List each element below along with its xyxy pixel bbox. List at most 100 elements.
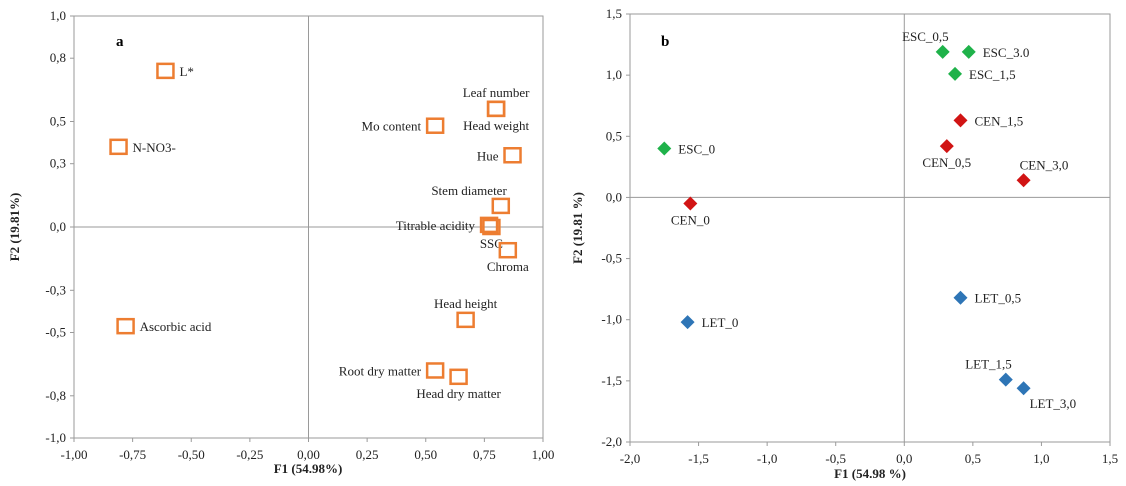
point-marker-cen-0-5 [939, 139, 954, 154]
y-tick-label: 0,3 [50, 156, 66, 171]
panel-b-letter: b [661, 34, 669, 50]
panel-b-points: ESC_0,5 ESC_3.0 ESC_1,5 ESC_0 CEN_1,5 CEN_0,5… [657, 29, 1076, 411]
point-label-leaf-number: Leaf number [463, 85, 530, 100]
y-tick-label: -0,5 [601, 251, 622, 266]
point-label-stem-diameter: Stem diameter [431, 183, 507, 198]
point-label-l: L* [179, 64, 193, 79]
point-label-chroma: Chroma [487, 259, 529, 274]
y-tick-label: 1,5 [606, 6, 622, 21]
x-tick-label: 0,25 [356, 447, 379, 462]
point-label-titrable-acidity: Titrable acidity [396, 218, 476, 233]
x-tick-label: 1,0 [1033, 451, 1049, 466]
point-label-esc-0-5: ESC_0,5 [902, 29, 949, 44]
x-tick-label: 1,00 [532, 447, 555, 462]
point-label-let-1-5: LET_1,5 [965, 357, 1012, 372]
point-marker-hue [503, 147, 522, 164]
x-tick-label: -0,25 [236, 447, 263, 462]
y-tick-label: -1,0 [45, 430, 66, 445]
point-marker-cen-0 [683, 196, 698, 211]
y-tick-label: -0,8 [45, 388, 66, 403]
point-label-ascorbic-acid: Ascorbic acid [140, 319, 212, 334]
point-marker-esc-0-5 [935, 44, 950, 59]
point-marker-l [156, 62, 175, 80]
point-label-ssc: SSC [480, 236, 503, 251]
point-marker-ssc [482, 218, 501, 236]
point-label-let-0: LET_0 [702, 315, 739, 330]
x-tick-label: 0,0 [896, 451, 912, 466]
point-marker-esc-1-5 [948, 66, 963, 81]
point-marker-let-1-5 [998, 372, 1013, 387]
panel-b-chart: -2,0 -1,5 -1,0 -0,5 0,0 0,5 1,0 1,5 -2,0 -1,5 -1,… [570, 6, 1118, 481]
point-marker-esc-0 [657, 141, 672, 156]
x-tick-label: 0,00 [297, 447, 320, 462]
point-marker-leaf-number [486, 100, 506, 118]
panel-b-y-axis-title: F2 (19.81 %) [570, 192, 585, 264]
point-marker-root-dry-matter [425, 362, 445, 379]
point-label-head-dry-matter: Head dry matter [416, 386, 501, 401]
panel-a-chart: -1,00 -0,75 -0,50 -0,25 0,00 0,25 0,50 0,75 1,00… [7, 8, 554, 476]
point-marker-n-no3 [109, 138, 128, 156]
x-tick-label: 0,5 [965, 451, 981, 466]
point-label-let-0-5: LET_0,5 [975, 291, 1022, 306]
y-tick-label: 0,8 [50, 50, 66, 65]
point-label-cen-0: CEN_0 [671, 213, 710, 228]
point-label-root-dry-matter: Root dry matter [339, 363, 422, 378]
y-tick-label: 0,0 [50, 219, 66, 234]
panel-a-points: L* N-NO3- Ascorbic acid Leaf number Head wei… [109, 62, 530, 401]
point-label-head-weight: Head weight [463, 118, 529, 133]
y-tick-label: 0,0 [606, 189, 622, 204]
point-label-cen-3-0: CEN_3,0 [1020, 157, 1069, 172]
point-marker-cen-1-5 [953, 113, 968, 128]
y-tick-label: 1,0 [606, 67, 622, 82]
panel-a-y-ticks: -1,0 -0,8 -0,5 -0,3 0,0 0,3 0,5 0,8 1,0 [45, 8, 74, 445]
y-tick-label: -2,0 [601, 434, 622, 449]
point-label-n-no3: N-NO3- [133, 140, 176, 155]
panel-a-x-ticks: -1,00 -0,75 -0,50 -0,25 0,00 0,25 0,50 0,75 1,00 [60, 438, 554, 462]
panel-b-y-ticks: -2,0 -1,5 -1,0 -0,5 0,0 0,5 1,0 1,5 [601, 6, 630, 449]
point-marker-head-weight [486, 100, 506, 118]
y-tick-label: -0,5 [45, 325, 66, 340]
point-marker-stem-diameter [491, 197, 511, 215]
point-marker-let-0 [680, 315, 695, 330]
point-marker-mo-content [425, 117, 445, 134]
point-marker-let-0-5 [953, 290, 968, 305]
point-label-mo-content: Mo content [362, 119, 422, 134]
point-label-let-3-0: LET_3,0 [1030, 396, 1077, 411]
x-tick-label: -2,0 [620, 451, 641, 466]
point-label-hue: Hue [477, 148, 499, 163]
x-tick-label: -0,5 [825, 451, 846, 466]
x-tick-label: 0,50 [414, 447, 437, 462]
point-marker-head-dry-matter [449, 368, 468, 386]
x-tick-label: -0,75 [119, 447, 146, 462]
point-label-esc-0: ESC_0 [678, 142, 715, 157]
x-tick-label: 1,5 [1102, 451, 1118, 466]
point-marker-ascorbic-acid [116, 317, 135, 335]
point-label-esc-3-0: ESC_3.0 [983, 45, 1030, 60]
x-tick-label: -1,5 [688, 451, 709, 466]
point-marker-titrable-acidity [479, 216, 499, 234]
point-marker-cen-3-0 [1016, 173, 1031, 188]
y-tick-label: 0,5 [50, 114, 66, 129]
point-label-esc-1-5: ESC_1,5 [969, 67, 1016, 82]
point-marker-chroma [498, 241, 518, 259]
point-marker-let-3-0 [1016, 381, 1031, 396]
point-marker-head-height [456, 311, 475, 329]
panel-a-x-axis-title: F1 (54.98%) [274, 461, 343, 476]
panel-b-x-axis-title: F1 (54.98 %) [834, 466, 906, 481]
panel-b-x-ticks: -2,0 -1,5 -1,0 -0,5 0,0 0,5 1,0 1,5 [620, 442, 1118, 466]
y-tick-label: -0,3 [45, 282, 66, 297]
point-label-cen-1-5: CEN_1,5 [975, 113, 1024, 128]
x-tick-label: -1,00 [60, 447, 87, 462]
y-tick-label: -1,0 [601, 312, 622, 327]
panel-a-y-axis-title: F2 (19.81%) [7, 193, 22, 262]
panel-a-letter: a [116, 34, 124, 50]
y-tick-label: -1,5 [601, 373, 622, 388]
x-tick-label: -1,0 [757, 451, 778, 466]
y-tick-label: 0,5 [606, 128, 622, 143]
x-tick-label: -0,50 [178, 447, 205, 462]
x-tick-label: 0,75 [473, 447, 496, 462]
point-label-head-height: Head height [434, 296, 498, 311]
y-tick-label: 1,0 [50, 8, 66, 23]
panel-b-plot-frame [629, 13, 1111, 443]
